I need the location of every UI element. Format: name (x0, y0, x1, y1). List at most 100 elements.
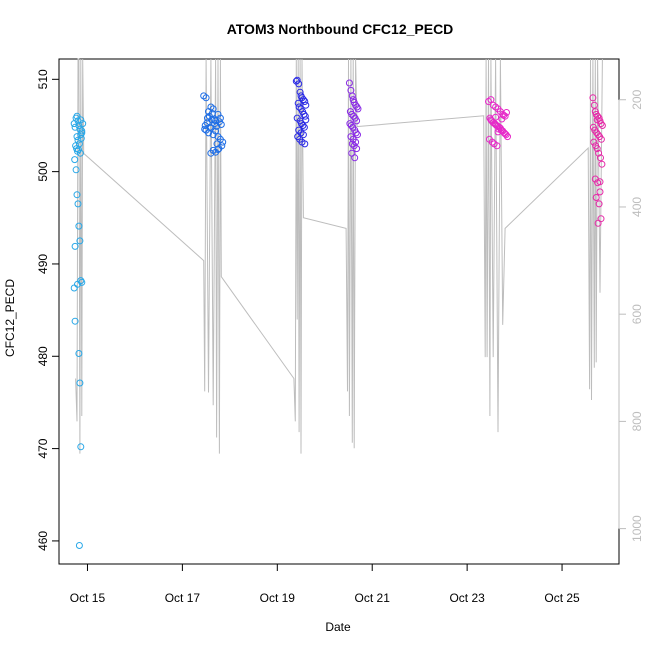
data-point (595, 200, 603, 208)
data-point (594, 131, 602, 139)
data-point (208, 110, 216, 117)
data-point (353, 117, 361, 125)
data-point (302, 116, 310, 124)
data-point (498, 115, 506, 123)
y-tick-label: 480 (36, 346, 50, 366)
data-point (493, 142, 501, 150)
x-axis-label: Date (325, 620, 351, 634)
data-point (492, 113, 500, 121)
data-point (77, 134, 85, 142)
data-point (73, 133, 81, 141)
data-point (76, 237, 84, 245)
data-point (218, 142, 226, 150)
data-point (209, 131, 217, 139)
data-point (73, 112, 81, 120)
data-point (302, 101, 310, 109)
data-point (494, 128, 502, 136)
data-point (504, 133, 511, 141)
data-point (295, 80, 303, 88)
data-point (596, 188, 604, 196)
y2-tick-label: 800 (630, 411, 644, 431)
data-point (597, 135, 605, 143)
data-point (214, 146, 222, 153)
pressure-line (75, 58, 603, 454)
data-point (347, 122, 355, 129)
data-point (75, 350, 83, 357)
data-point (348, 92, 356, 100)
data-point (348, 140, 356, 148)
data-point (79, 120, 87, 128)
data-point (353, 145, 361, 153)
data-point (212, 127, 220, 135)
data-point (78, 127, 86, 135)
data-point (598, 122, 606, 129)
y-tick-label: 470 (36, 438, 50, 458)
data-point (299, 96, 307, 104)
x-tick-label: Oct 15 (70, 591, 106, 605)
y2-tick-label: 1000 (630, 515, 644, 542)
y2-tick-label: 200 (630, 89, 644, 109)
data-point (352, 101, 360, 109)
data-point (351, 154, 359, 162)
data-point (75, 222, 83, 230)
data-point (594, 219, 602, 227)
data-point (301, 98, 309, 105)
x-tick-label: Oct 17 (165, 591, 201, 605)
x-tick-label: Oct 23 (449, 591, 485, 605)
data-point (73, 191, 81, 199)
plot-frame (58, 58, 620, 565)
y-axis: 460 470 480 490 500 510 (36, 69, 60, 551)
data-point (593, 145, 601, 153)
data-point (295, 103, 303, 111)
data-point (352, 138, 360, 146)
data-point (75, 542, 83, 549)
chart-title: ATOM3 Northbound CFC12_PECD (227, 21, 454, 37)
data-point (71, 123, 79, 131)
data-point (590, 138, 598, 146)
data-point (204, 114, 211, 122)
data-point (71, 156, 79, 164)
data-point (294, 99, 302, 107)
data-point (201, 125, 209, 133)
data-point (207, 103, 215, 111)
data-point (202, 94, 210, 102)
data-point (76, 149, 84, 157)
data-point (593, 116, 601, 124)
data-point (74, 200, 82, 208)
data-point (70, 284, 78, 292)
y2-tick-label: 400 (630, 197, 644, 217)
y-tick-label: 500 (36, 161, 50, 181)
data-point (354, 105, 362, 113)
data-points-layer (70, 76, 606, 549)
data-point (590, 101, 598, 109)
data-point (209, 105, 217, 113)
data-point (71, 242, 79, 250)
data-point (216, 114, 224, 122)
data-point (300, 123, 308, 131)
data-point (352, 129, 360, 137)
data-point (598, 160, 606, 168)
data-point (589, 94, 597, 102)
y-axis-label: CFC12_PECD (3, 279, 17, 357)
y-tick-label: 490 (36, 254, 50, 274)
x-tick-label: Oct 19 (260, 591, 296, 605)
data-point (76, 379, 84, 387)
data-point (354, 131, 361, 139)
data-point (595, 149, 603, 157)
x-axis: Oct 15 Oct 17 Oct 19 Oct 21 Oct 23 Oct 25 (70, 563, 580, 605)
data-point (488, 138, 496, 146)
y2-axis: 200 400 600 800 1000 (618, 89, 644, 542)
pressure-line-layer (75, 58, 603, 454)
x-tick-label: Oct 21 (355, 591, 391, 605)
data-point (78, 278, 86, 286)
data-point (210, 116, 218, 124)
data-point (72, 166, 80, 174)
data-point (74, 136, 82, 144)
x-tick-label: Oct 25 (544, 591, 580, 605)
data-point (217, 121, 225, 128)
data-point (592, 194, 600, 201)
data-point (75, 146, 82, 153)
data-point (345, 79, 353, 87)
data-point (77, 116, 85, 124)
